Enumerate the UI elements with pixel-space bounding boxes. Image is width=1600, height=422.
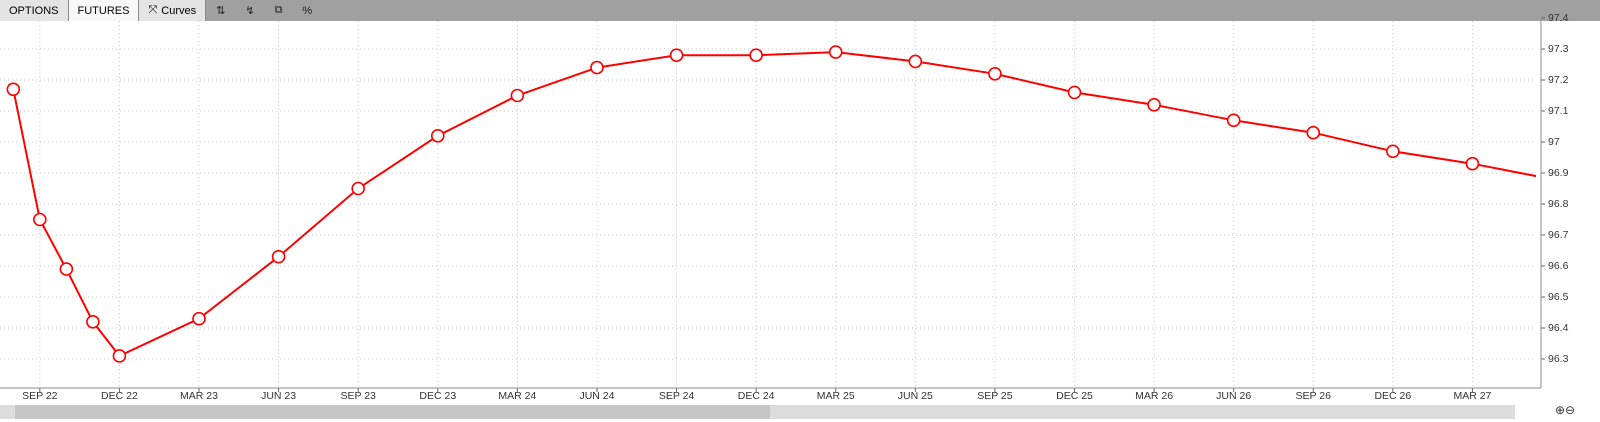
x-tick-label: DEC 24 [738,390,775,402]
tool-1[interactable]: ⇅ [216,5,226,17]
y-tick-label: 96.6 [1548,260,1569,272]
data-point [510,88,525,103]
data-point [1386,144,1400,159]
curves-label: Curves [161,4,197,17]
curves-button[interactable]: ⤧ Curves [139,0,207,21]
data-point [1147,98,1161,112]
data-point [1226,113,1241,128]
x-tick-label: SEP 25 [977,390,1013,402]
x-tick-label: JUN 23 [261,390,296,402]
scrollbar-thumb[interactable] [15,405,770,419]
x-tick-label: DEC 22 [101,390,138,402]
y-tick-label: 96.4 [1548,322,1569,334]
data-point [351,181,365,196]
y-tick-label: 96.3 [1548,353,1569,365]
tool-3[interactable]: ⧉ [274,4,283,16]
data-point [828,45,843,59]
x-tick-label: SEP 22 [22,390,58,402]
x-tick-label: JUN 24 [579,390,614,402]
x-tick-label: DEC 25 [1056,390,1093,402]
x-tick-label: SEP 23 [340,390,376,402]
y-tick-label: 97.4 [1548,12,1569,24]
data-point [669,48,684,63]
x-tick-label: MAR 26 [1135,390,1173,402]
data-point [112,349,127,363]
x-tick-label: MAR 24 [498,390,536,402]
x-tick-label: SEP 24 [659,390,695,402]
data-point [86,314,100,329]
data-point [271,249,286,264]
y-tick-label: 96.9 [1548,167,1569,179]
y-tick-label: 96.8 [1548,198,1569,210]
data-point [1306,125,1321,140]
data-point [1067,85,1082,100]
data-point [430,129,445,143]
x-tick-label: MAR 23 [180,390,218,402]
y-tick-label: 96.7 [1548,229,1569,241]
futures-tab[interactable]: FUTURES [68,0,140,21]
data-point [59,262,74,276]
y-tick-label: 97.3 [1548,43,1569,55]
data-point [590,60,604,75]
x-tick-label: MAR 25 [817,390,855,402]
toolbar: OPTIONS FUTURES ⤧ Curves ⇅ ↯ ⧉ % [0,0,1600,21]
x-tick-label: DEC 23 [419,390,456,402]
data-point [908,54,923,69]
y-tick-label: 97.1 [1548,105,1569,117]
y-tick-label: 96.5 [1548,291,1569,303]
x-tick-label: SEP 26 [1296,390,1332,402]
y-tick-label: 97.2 [1548,74,1569,86]
data-point [33,212,47,227]
curves-icon: ⤧ [148,4,158,16]
zoom-icons[interactable]: ⊕⊖ [1555,403,1575,417]
data-point [749,48,763,63]
data-point [6,82,21,97]
x-tick-label: JUN 26 [1216,390,1251,402]
x-tick-label: JUN 25 [898,390,933,402]
options-tab[interactable]: OPTIONS [0,0,69,21]
data-point [1465,156,1480,171]
data-point [192,311,206,326]
data-point [988,67,1002,81]
percent-button[interactable]: % [302,4,313,17]
tool-2[interactable]: ↯ [245,5,255,17]
x-tick-label: MAR 27 [1453,390,1491,402]
y-tick-label: 97 [1548,136,1560,148]
plot-area [0,21,1536,388]
x-tick-label: DEC 26 [1374,390,1411,402]
